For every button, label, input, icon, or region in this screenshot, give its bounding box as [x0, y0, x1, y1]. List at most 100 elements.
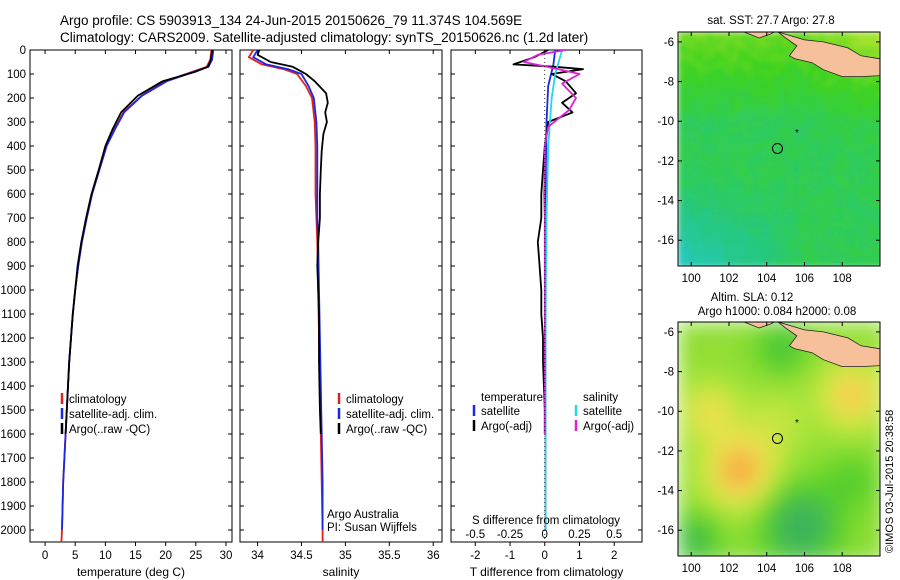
- field-cell: [753, 67, 759, 73]
- field-cell: [823, 77, 829, 83]
- field-cell: [822, 370, 831, 379]
- field-cell: [838, 434, 847, 443]
- field-cell: [743, 117, 749, 123]
- field-cell: [763, 67, 769, 73]
- field-cell: [733, 132, 739, 138]
- field-cell: [873, 52, 879, 58]
- field-cell: [863, 107, 869, 113]
- field-cell: [873, 107, 879, 113]
- field-cell: [734, 490, 743, 499]
- field-cell: [808, 37, 814, 43]
- field-cell: [788, 237, 794, 243]
- field-cell: [766, 418, 775, 427]
- field-cell: [688, 117, 694, 123]
- field-cell: [748, 82, 754, 88]
- field-cell: [734, 514, 743, 523]
- field-cell: [734, 482, 743, 491]
- field-cell: [693, 82, 699, 88]
- field-cell: [718, 354, 727, 363]
- field-cell: [833, 197, 839, 203]
- field-cell: [830, 530, 839, 539]
- field-cell: [808, 62, 814, 68]
- field-cell: [823, 72, 829, 78]
- field-cell: [862, 530, 871, 539]
- field-cell: [710, 522, 719, 531]
- field-cell: [763, 212, 769, 218]
- field-cell: [683, 57, 689, 63]
- field-cell: [738, 202, 744, 208]
- field-cell: [718, 466, 727, 475]
- field-cell: [728, 237, 734, 243]
- field-cell: [823, 187, 829, 193]
- field-cell: [806, 362, 815, 371]
- field-cell: [878, 132, 880, 138]
- field-cell: [768, 237, 774, 243]
- field-cell: [848, 247, 854, 253]
- y-tick-label: -16: [657, 525, 674, 537]
- field-cell: [708, 252, 714, 258]
- field-cell: [698, 77, 704, 83]
- field-cell: [793, 217, 799, 223]
- field-cell: [748, 47, 754, 53]
- field-cell: [843, 132, 849, 138]
- field-cell: [783, 192, 789, 198]
- field-cell: [846, 482, 855, 491]
- x-axis-label: T difference from climatology: [470, 565, 624, 579]
- field-cell: [813, 37, 819, 43]
- field-cell: [723, 72, 729, 78]
- field-cell: [703, 127, 709, 133]
- field-cell: [763, 62, 769, 68]
- field-cell: [858, 172, 864, 178]
- field-cell: [728, 172, 734, 178]
- field-cell: [763, 122, 769, 128]
- field-cell: [818, 97, 824, 103]
- field-cell: [878, 227, 880, 233]
- field-cell: [693, 247, 699, 253]
- field-cell: [728, 132, 734, 138]
- field-cell: [678, 546, 687, 555]
- field-cell: [742, 490, 751, 499]
- field-cell: [773, 42, 779, 48]
- field-cell: [803, 62, 809, 68]
- field-cell: [738, 217, 744, 223]
- field-cell: [710, 458, 719, 467]
- field-cell: [806, 354, 815, 363]
- field-cell: [828, 212, 834, 218]
- field-cell: [853, 162, 859, 168]
- field-cell: [703, 242, 709, 248]
- field-cell: [686, 554, 695, 556]
- field-cell: [698, 257, 704, 263]
- field-cell: [823, 177, 829, 183]
- field-cell: [694, 394, 703, 403]
- field-cell: [688, 162, 694, 168]
- field-cell: [878, 498, 880, 507]
- field-cell: [803, 72, 809, 78]
- field-cell: [678, 506, 687, 515]
- field-cell: [783, 57, 789, 63]
- field-cell: [748, 72, 754, 78]
- field-cell: [774, 386, 783, 395]
- field-cell: [728, 177, 734, 183]
- x-tick-label: 34.5: [290, 550, 312, 562]
- y-tick-label: -14: [657, 486, 674, 498]
- field-cell: [718, 386, 727, 395]
- field-cell: [783, 152, 789, 158]
- field-cell: [822, 522, 831, 531]
- field-cell: [878, 232, 880, 238]
- field-cell: [748, 77, 754, 83]
- y-tick-label: 100: [7, 69, 26, 81]
- field-cell: [788, 147, 794, 153]
- field-cell: [843, 92, 849, 98]
- field-cell: [868, 192, 874, 198]
- field-cell: [688, 212, 694, 218]
- field-cell: [758, 442, 767, 451]
- x-tick-label: 20: [159, 550, 172, 562]
- field-cell: [858, 147, 864, 153]
- field-cell: [798, 474, 807, 483]
- field-cell: [768, 147, 774, 153]
- field-cell: [843, 247, 849, 253]
- field-cell: [768, 157, 774, 163]
- field-cell: [863, 102, 869, 108]
- y-tick-label: 1700: [0, 453, 26, 465]
- field-cell: [718, 222, 724, 228]
